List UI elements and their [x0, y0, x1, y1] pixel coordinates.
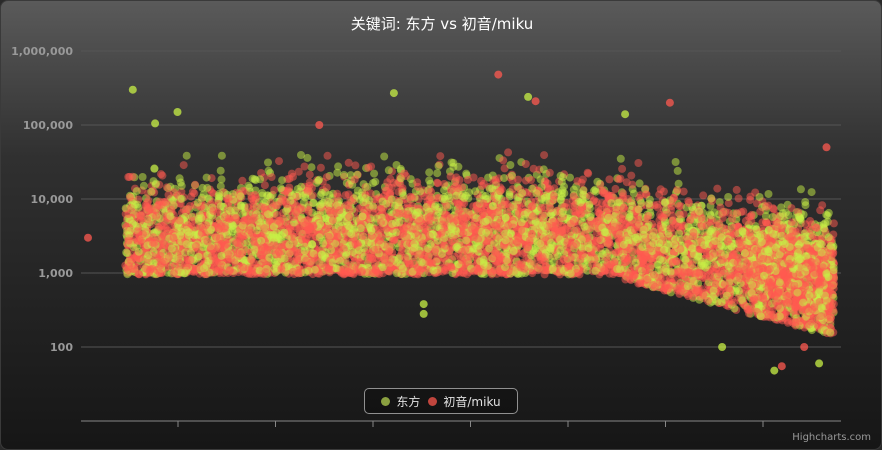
- data-point[interactable]: [627, 171, 636, 180]
- data-point[interactable]: [829, 219, 838, 228]
- data-point[interactable]: [162, 183, 171, 192]
- data-point[interactable]: [370, 169, 379, 178]
- data-point[interactable]: [824, 208, 833, 217]
- data-point[interactable]: [732, 185, 741, 194]
- data-point[interactable]: [436, 152, 445, 161]
- data-point[interactable]: [734, 194, 743, 203]
- data-point[interactable]: [303, 153, 312, 162]
- data-point[interactable]: [618, 164, 627, 173]
- data-point[interactable]: [595, 209, 604, 218]
- data-point[interactable]: [611, 184, 620, 193]
- data-point[interactable]: [616, 154, 625, 163]
- data-point[interactable]: [294, 167, 303, 176]
- x-axis: [81, 420, 841, 427]
- chart-title: 关键词: 东方 vs 初音/miku: [350, 15, 534, 33]
- data-point[interactable]: [673, 166, 682, 175]
- y-tick-label: 100,000: [23, 119, 73, 132]
- data-point[interactable]: [307, 163, 316, 172]
- data-point[interactable]: [300, 162, 309, 171]
- data-point[interactable]: [380, 152, 389, 161]
- data-point[interactable]: [190, 189, 199, 198]
- data-point[interactable]: [191, 180, 200, 189]
- data-point[interactable]: [636, 191, 645, 200]
- data-point[interactable]: [769, 205, 778, 214]
- data-point[interactable]: [344, 158, 353, 167]
- data-point[interactable]: [521, 160, 530, 168]
- data-point[interactable]: [217, 151, 226, 160]
- data-point[interactable]: [150, 164, 159, 173]
- data-point[interactable]: [614, 175, 623, 184]
- y-tick-label: 1,000: [38, 267, 73, 280]
- data-point[interactable]: [132, 187, 141, 196]
- data-point[interactable]: [275, 157, 283, 166]
- data-point[interactable]: [287, 169, 296, 178]
- data-point[interactable]: [635, 179, 644, 188]
- data-point[interactable]: [605, 175, 614, 184]
- data-point[interactable]: [182, 151, 191, 160]
- data-point[interactable]: [316, 163, 325, 172]
- data-point[interactable]: [807, 188, 816, 197]
- data-point[interactable]: [202, 173, 211, 182]
- data-point[interactable]: [138, 173, 147, 181]
- data-point[interactable]: [540, 151, 549, 160]
- data-point[interactable]: [671, 158, 680, 166]
- data-point[interactable]: [264, 158, 272, 167]
- data-point[interactable]: [305, 170, 314, 179]
- data-point[interactable]: [764, 190, 773, 198]
- data-point[interactable]: [593, 177, 602, 186]
- data-points: [84, 70, 838, 375]
- y-axis-labels: 100 1,000 10,000 100,000 1,000,000: [11, 45, 73, 354]
- data-point[interactable]: [217, 175, 226, 184]
- data-point[interactable]: [433, 169, 442, 178]
- data-point[interactable]: [528, 269, 537, 278]
- y-tick-label: 10,000: [31, 193, 74, 206]
- data-point[interactable]: [514, 175, 523, 184]
- y-tick-label: 1,000,000: [11, 45, 73, 58]
- data-point[interactable]: [179, 161, 188, 170]
- data-point[interactable]: [333, 189, 342, 198]
- data-point[interactable]: [177, 181, 186, 190]
- data-point[interactable]: [434, 162, 443, 170]
- data-point[interactable]: [584, 169, 593, 178]
- y-tick-label: 100: [50, 341, 73, 354]
- data-point[interactable]: [323, 151, 332, 160]
- data-point[interactable]: [333, 168, 342, 177]
